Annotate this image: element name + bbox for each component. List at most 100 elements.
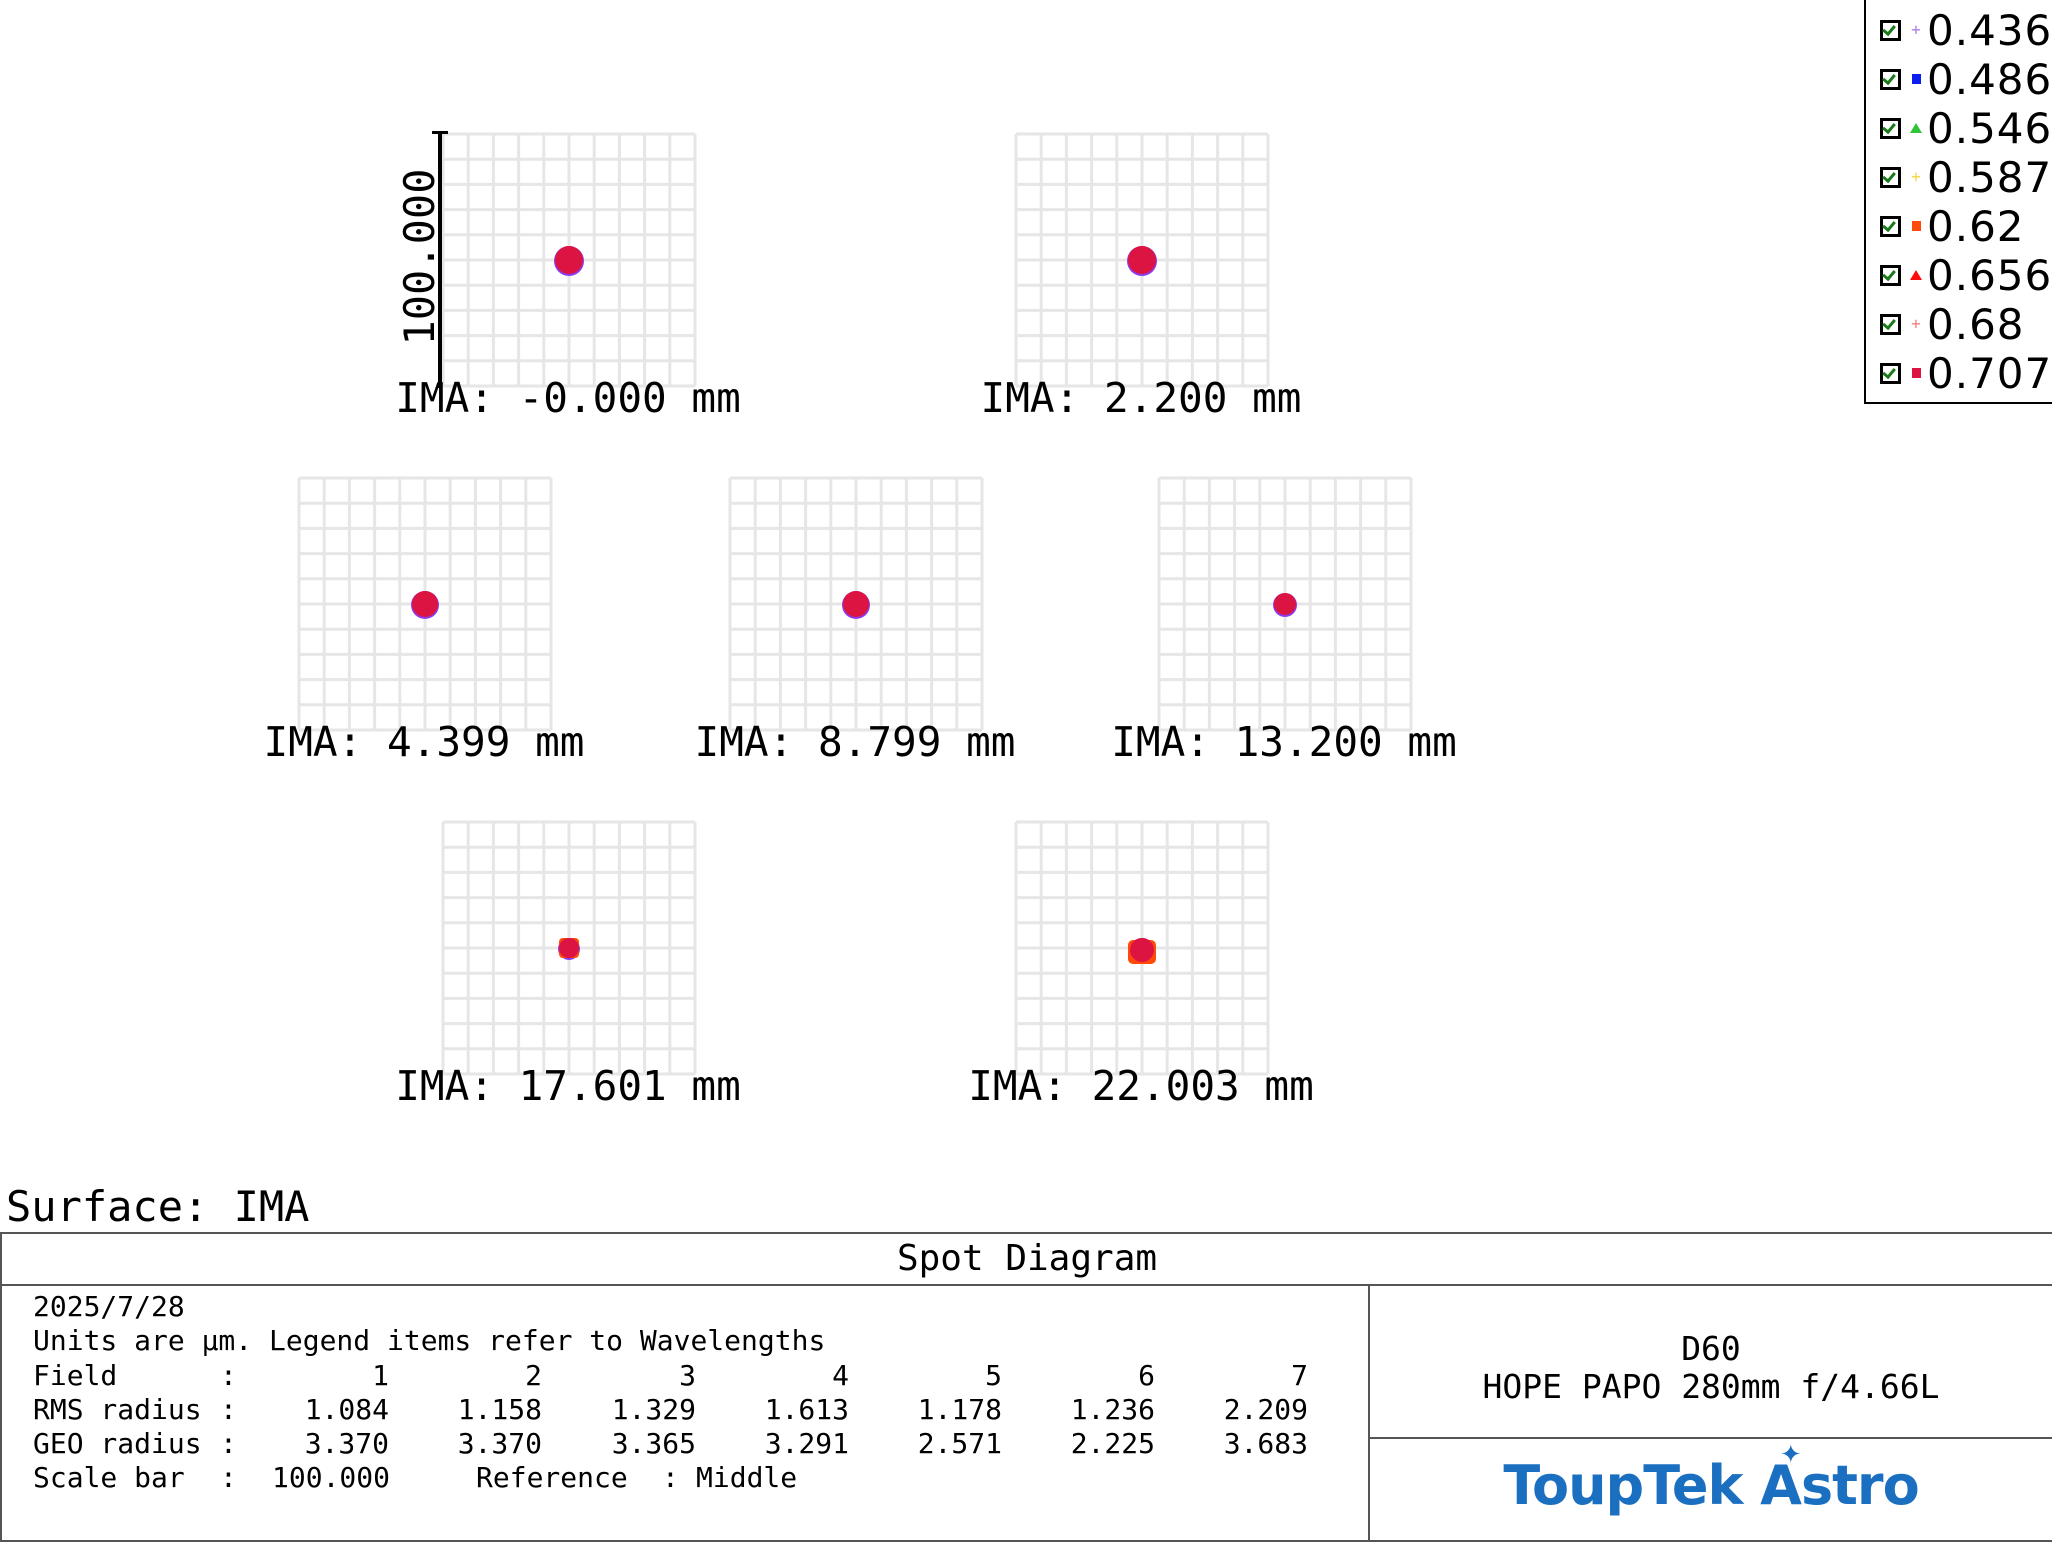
rms-row-value: 1.236 [1070, 1393, 1155, 1426]
field-label: IMA: 22.003 mm [968, 1062, 1314, 1110]
field-row-value: 2 [525, 1359, 542, 1392]
divider [1368, 1286, 1370, 1540]
units-note: Units are µm. Legend items refer to Wave… [33, 1324, 826, 1357]
spot [555, 246, 583, 274]
rms-row-sep: : [220, 1393, 237, 1426]
legend-label: 0.436 [1927, 5, 2052, 55]
scale-bar [438, 132, 442, 388]
field-row-value: 5 [985, 1359, 1002, 1392]
model-line-1: D60 [1681, 1329, 1741, 1368]
spot [559, 938, 579, 958]
scale-bar-info-label: Scale bar [33, 1461, 185, 1494]
geo-row-label: GEO radius [33, 1427, 202, 1460]
legend-item: 0.486 [1866, 54, 2052, 104]
geo-row-sep: : [220, 1427, 237, 1460]
geo-row-value: 2.571 [917, 1427, 1002, 1460]
plus-marker-icon: + [1911, 20, 1921, 39]
legend-label: 0.587 [1927, 152, 2052, 202]
spot-plot [441, 132, 697, 388]
legend-item: +0.587 [1866, 152, 2052, 202]
field-row-value: 4 [832, 1359, 849, 1392]
geo-row-value: 2.225 [1070, 1427, 1155, 1460]
model-block: D60 HOPE PAPO 280mm f/4.66L [1370, 1330, 2052, 1406]
field-label: IMA: -0.000 mm [395, 374, 741, 422]
rms-row-label: RMS radius [33, 1393, 202, 1426]
spot-plot [297, 476, 553, 732]
legend-label: 0.62 [1927, 201, 2025, 251]
legend-item: +0.68 [1866, 299, 2025, 349]
scale-bar-info-sep: : [220, 1461, 237, 1494]
checkbox-icon[interactable] [1880, 117, 1901, 139]
field-row-value: 1 [372, 1359, 389, 1392]
spot [843, 591, 869, 617]
checkbox-icon[interactable] [1880, 264, 1901, 286]
legend-label: 0.68 [1927, 299, 2025, 349]
plus-marker-icon: + [1911, 314, 1921, 333]
spot-plot [1014, 820, 1270, 1076]
geo-row-value: 3.291 [764, 1427, 849, 1460]
geo-row-value: 3.370 [304, 1427, 389, 1460]
reference-value: Middle [696, 1461, 798, 1494]
rms-row-value: 1.329 [611, 1393, 696, 1426]
scale-bar-info-value: 100.000 [272, 1461, 391, 1494]
field-label: IMA: 13.200 mm [1111, 718, 1457, 766]
rms-row-value: 1.178 [917, 1393, 1002, 1426]
field-row-value: 6 [1138, 1359, 1155, 1392]
scale-bar-top-tick [432, 131, 448, 134]
triangle-marker-icon [1909, 268, 1923, 282]
spot [412, 591, 438, 617]
legend-label: 0.486 [1927, 54, 2052, 104]
square-marker-icon [1909, 366, 1923, 380]
legend-label: 0.707 [1927, 348, 2052, 398]
triangle-marker-icon [1909, 121, 1923, 135]
field-row-sep: : [220, 1359, 237, 1392]
checkbox-icon[interactable] [1880, 19, 1901, 41]
spot-plot [1157, 476, 1413, 732]
checkbox-icon[interactable] [1880, 68, 1901, 90]
diagram-title: Spot Diagram [2, 1234, 2052, 1286]
field-label: IMA: 2.200 mm [980, 374, 1302, 422]
spot-plot [1014, 132, 1270, 388]
model-line-2: HOPE PAPO 280mm f/4.66L [1482, 1367, 1940, 1406]
reference-sep: : [662, 1461, 679, 1494]
spot [1128, 246, 1156, 274]
legend-item: +0.436 [1866, 5, 2052, 55]
field-label: IMA: 4.399 mm [263, 718, 585, 766]
checkbox-icon[interactable] [1880, 166, 1901, 188]
spot-plot [441, 820, 697, 1076]
rms-row-value: 1.084 [304, 1393, 389, 1426]
wavelength-legend: +0.436 0.486 0.546 +0.587 0.62 0.656 +0.68 0.70… [1864, 0, 2052, 404]
legend-item: 0.656 [1866, 250, 2052, 300]
legend-label: 0.656 [1927, 250, 2052, 300]
legend-item: 0.707 [1866, 348, 2052, 398]
reference-label: Reference [476, 1461, 628, 1494]
square-marker-icon [1909, 219, 1923, 233]
touptek-astro-logo: ToupTek Astro ✦ [1503, 1440, 1919, 1517]
rms-row-value: 2.209 [1223, 1393, 1308, 1426]
spot [1274, 593, 1296, 615]
legend-item: 0.546 [1866, 103, 2052, 153]
checkbox-icon[interactable] [1880, 313, 1901, 335]
checkbox-icon[interactable] [1880, 362, 1901, 384]
field-row-value: 7 [1291, 1359, 1308, 1392]
legend-item: 0.62 [1866, 201, 2025, 251]
field-row-value: 3 [679, 1359, 696, 1392]
spot-plot [728, 476, 984, 732]
scale-bar-label: 100.000 [395, 168, 444, 346]
square-marker-icon [1909, 72, 1923, 86]
checkbox-icon[interactable] [1880, 215, 1901, 237]
field-label: IMA: 8.799 mm [694, 718, 1016, 766]
plus-marker-icon: + [1911, 167, 1921, 186]
geo-row-value: 3.370 [457, 1427, 542, 1460]
date: 2025/7/28 [33, 1290, 185, 1323]
rms-row-value: 1.158 [457, 1393, 542, 1426]
info-table: Spot Diagram 2025/7/28 Units are µm. Leg… [0, 1232, 2052, 1542]
divider [1370, 1437, 2052, 1439]
geo-row-value: 3.365 [611, 1427, 696, 1460]
legend-label: 0.546 [1927, 103, 2052, 153]
field-row-label: Field [33, 1359, 118, 1392]
rms-row-value: 1.613 [764, 1393, 849, 1426]
surface-label: Surface: IMA [6, 1182, 310, 1231]
field-label: IMA: 17.601 mm [395, 1062, 741, 1110]
geo-row-value: 3.683 [1223, 1427, 1308, 1460]
